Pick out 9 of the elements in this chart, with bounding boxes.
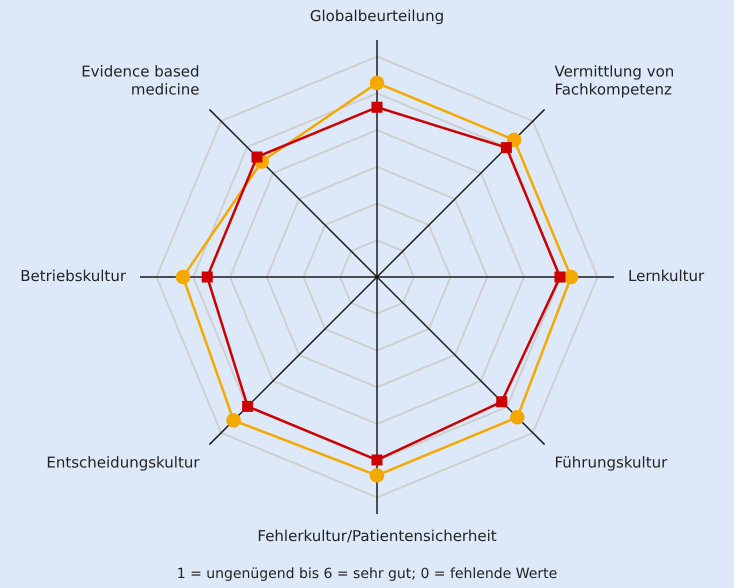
- spoke-label: Lernkultur: [628, 266, 706, 285]
- spoke-label: Evidence based medicine: [81, 62, 200, 98]
- spoke-label: Vermittlung von Fachkompetenz: [554, 62, 674, 98]
- text: 1 = ungenügend bis 6 = sehr gut; 0 = fehlende Werte: [176, 566, 558, 582]
- spoke-label: Globalbeurteilung: [310, 6, 444, 25]
- spoke-label: Fehlerkultur/Patientensicherheit: [257, 526, 497, 545]
- spoke-label: Entscheidungskultur: [46, 453, 200, 472]
- spoke-label: Führungskultur: [554, 453, 668, 472]
- spoke-label: Betriebskultur: [20, 266, 127, 285]
